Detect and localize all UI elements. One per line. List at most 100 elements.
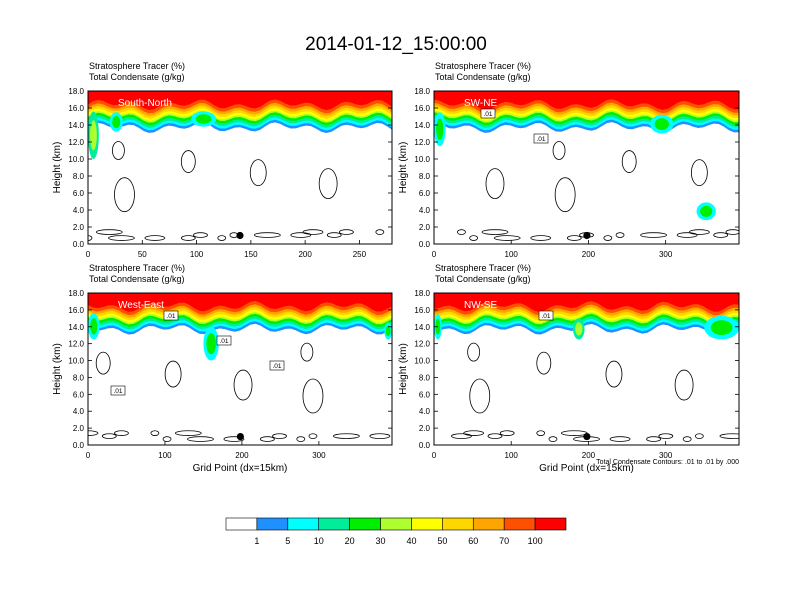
y-tick-label: 12.0: [414, 340, 430, 349]
x-tick-label: 0: [432, 250, 437, 259]
y-tick-label: 4.0: [419, 206, 431, 215]
colorbar-swatch: [256, 517, 289, 531]
x-tick-label: 150: [244, 250, 258, 259]
y-tick-label: 4.0: [419, 407, 431, 416]
colorbar-label: 70: [499, 536, 509, 546]
tracer-layer: [88, 293, 392, 312]
condensate-contour: [554, 177, 576, 213]
x-tick-label: 300: [312, 451, 326, 460]
y-axis-label: Height (km): [398, 142, 409, 194]
condensate-contour: [162, 436, 172, 442]
contour-label-box: [533, 133, 549, 144]
tracer-layer: [434, 91, 739, 110]
contour-label-box: [538, 310, 554, 321]
condensate-contour: [674, 369, 694, 401]
colorbar-label: 40: [406, 536, 416, 546]
panel-sw-ne: 0 100 200 300 0.0 2.0 4.0 6.0 8.0 10.0 12.0 14.0 16.…: [398, 61, 740, 259]
condensate-contour: [369, 433, 391, 439]
condensate-contour: [164, 360, 182, 388]
location-marker: [583, 231, 591, 240]
condensate-contour: [253, 232, 281, 238]
y-tick-label: 12.0: [414, 138, 430, 147]
condensate-contour: [88, 430, 99, 436]
location-marker: [236, 231, 244, 240]
y-tick-label: 16.0: [414, 104, 430, 113]
condensate-contour: [603, 235, 613, 241]
y-tick-label: 6.0: [73, 189, 85, 198]
y-tick-label: 14.0: [68, 121, 84, 130]
panel-direction-label: West-East: [118, 300, 164, 311]
y-tick-label: 2.0: [419, 223, 431, 232]
y-tick-label: 10.0: [68, 155, 84, 164]
tracer-intrusion-core: [112, 115, 121, 129]
condensate-contour: [485, 168, 505, 200]
condensate-contour: [223, 436, 245, 442]
condensate-contour: [640, 232, 667, 238]
condensate-contour: [144, 235, 166, 241]
y-tick-label: 10.0: [414, 155, 430, 164]
colorbar-swatch: [349, 517, 381, 531]
y-tick-label: 6.0: [419, 189, 431, 198]
panel-west-east: 0 100 200 300 0.0 2.0 4.0 6.0 8.0 10.0 12.0 14.0 16.…: [52, 263, 393, 474]
condensate-contour: [114, 177, 135, 213]
tracer-intrusion-core: [90, 318, 98, 335]
panel-nw-se: 0 100 200 300 0.0 2.0 4.0 6.0 8.0 10.0 12.0 14.0 16.…: [398, 263, 740, 474]
condensate-contour: [272, 433, 287, 439]
colorbar-label: 1: [254, 536, 259, 546]
y-tick-label: 18.0: [68, 87, 84, 96]
condensate-contours: [451, 342, 739, 442]
condensate-contour: [725, 229, 739, 235]
panel-condensate-label: Total Condensate (g/kg): [435, 274, 531, 284]
y-tick-label: 14.0: [414, 121, 430, 130]
plot-frame: [433, 292, 740, 446]
x-tick-label: 100: [505, 451, 519, 460]
y-tick-label: 8.0: [419, 172, 431, 181]
colorbar-swatch: [318, 517, 350, 531]
panel-direction-label: South-North: [118, 98, 172, 109]
y-axis-label: Height (km): [52, 343, 63, 395]
colorbar-label: 50: [437, 536, 447, 546]
colorbar-label: 30: [376, 536, 386, 546]
condensate-contour: [552, 141, 566, 160]
tracer-field: [434, 91, 739, 241]
x-tick-label: 100: [158, 451, 172, 460]
condensate-contour: [180, 235, 196, 241]
condensate-contour: [719, 433, 739, 439]
y-tick-label: 18.0: [414, 289, 430, 298]
condensate-contour: [536, 430, 546, 436]
ticks: [87, 292, 392, 446]
tracer-intrusion-core: [700, 205, 713, 217]
y-tick-label: 16.0: [414, 306, 430, 315]
condensate-contour: [560, 430, 588, 436]
plot-frame: [87, 90, 393, 245]
condensate-contour: [605, 360, 623, 388]
condensate-contour: [193, 232, 208, 238]
colorbar: 1 5 10 20 30 40 50 60 70 100: [225, 517, 567, 546]
condensate-contour: [88, 235, 93, 241]
condensate-contour: [180, 150, 196, 173]
condensate-contour: [112, 141, 125, 160]
contour-label: .01: [113, 388, 122, 395]
condensate-contour: [682, 436, 692, 442]
condensate-contours: [88, 141, 385, 241]
location-marker: [236, 432, 244, 441]
tracer-intrusion-core: [90, 120, 97, 151]
condensate-contour: [302, 378, 324, 414]
tracer-intrusion-core: [575, 322, 583, 336]
contour-label: .01: [272, 363, 281, 370]
ticks: [433, 90, 739, 245]
y-tick-label: 8.0: [73, 373, 85, 382]
condensate-contour: [308, 433, 318, 439]
panel-tracer-label: Stratosphere Tracer (%): [89, 263, 185, 273]
tracer-intrusion-core: [654, 118, 670, 130]
colorbar-label: 100: [528, 536, 543, 546]
y-tick-label: 10.0: [414, 357, 430, 366]
x-tick-label: 0: [86, 250, 91, 259]
condensate-contour: [318, 168, 338, 200]
x-tick-label: 300: [659, 250, 673, 259]
x-axis-label: Grid Point (dx=15km): [193, 463, 288, 474]
y-tick-label: 18.0: [68, 289, 84, 298]
x-tick-label: 100: [190, 250, 204, 259]
y-tick-label: 16.0: [68, 104, 84, 113]
condensate-contour: [469, 235, 479, 241]
